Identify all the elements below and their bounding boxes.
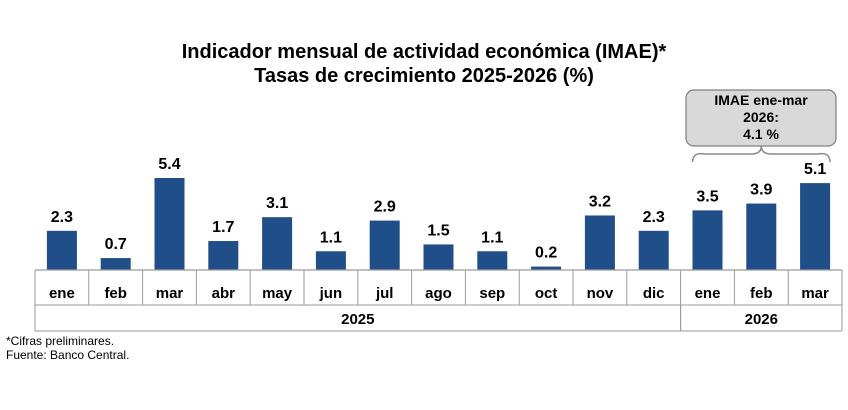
tick-label-14: mar [801,285,829,302]
bar-dic-11 [638,230,669,270]
tick-label-2: mar [156,285,184,302]
value-label-8: 1.1 [481,229,503,246]
value-label-5: 1.1 [320,229,342,246]
bar-feb-13 [746,203,777,270]
tick-label-4: may [262,285,293,302]
tick-label-9: oct [535,285,558,302]
tick-label-3: abr [212,285,236,302]
bar-may-4 [262,217,293,270]
bar-mar-2 [154,178,185,270]
tick-label-1: feb [104,285,127,302]
value-label-7: 1.5 [427,222,449,239]
value-label-9: 0.2 [535,245,557,262]
bar-mar-14 [800,183,831,270]
bar-ago-7 [423,244,454,270]
tick-label-0: ene [49,285,75,302]
bar-abr-3 [208,241,239,270]
year-label-2025: 2025 [341,311,374,328]
value-label-14: 5.1 [804,161,826,178]
tick-label-6: jul [375,285,394,302]
annotation-line-0: IMAE ene-mar [714,92,808,108]
value-label-0: 2.3 [51,209,73,226]
value-label-2: 5.4 [158,156,180,173]
bar-jul-6 [369,220,400,270]
bar-nov-10 [584,215,615,270]
bar-jun-5 [315,251,346,270]
bar-ene-0 [46,230,77,270]
value-label-12: 3.5 [696,188,718,205]
chart-subtitle: Tasas de crecimiento 2025-2026 (%) [254,65,594,87]
annotation-line-2: 4.1 % [743,126,779,142]
value-label-13: 3.9 [750,182,772,199]
tick-label-13: feb [750,285,773,302]
value-label-6: 2.9 [374,199,396,216]
tick-label-7: ago [425,285,452,302]
value-label-4: 3.1 [266,195,288,212]
tick-label-10: nov [587,285,614,302]
annotation-line-1: 2026: [743,109,779,125]
value-label-3: 1.7 [212,219,234,236]
chart-title: Indicador mensual de actividad económica… [181,41,667,63]
bar-ene-12 [692,210,723,270]
tick-label-5: jun [319,285,343,302]
bar-sep-8 [477,251,508,270]
tick-label-12: ene [695,285,721,302]
value-label-10: 3.2 [589,193,611,210]
bar-oct-9 [531,266,562,270]
tick-label-8: sep [479,285,505,302]
value-label-11: 2.3 [643,209,665,226]
tick-label-11: dic [643,285,665,302]
annotation-brace [691,145,831,163]
footnote-preliminary: *Cifras preliminares. [6,334,115,348]
value-label-1: 0.7 [105,236,127,253]
year-label-2026: 2026 [745,311,778,328]
bar-feb-1 [100,258,131,270]
footnote-source: Fuente: Banco Central. [6,348,130,362]
